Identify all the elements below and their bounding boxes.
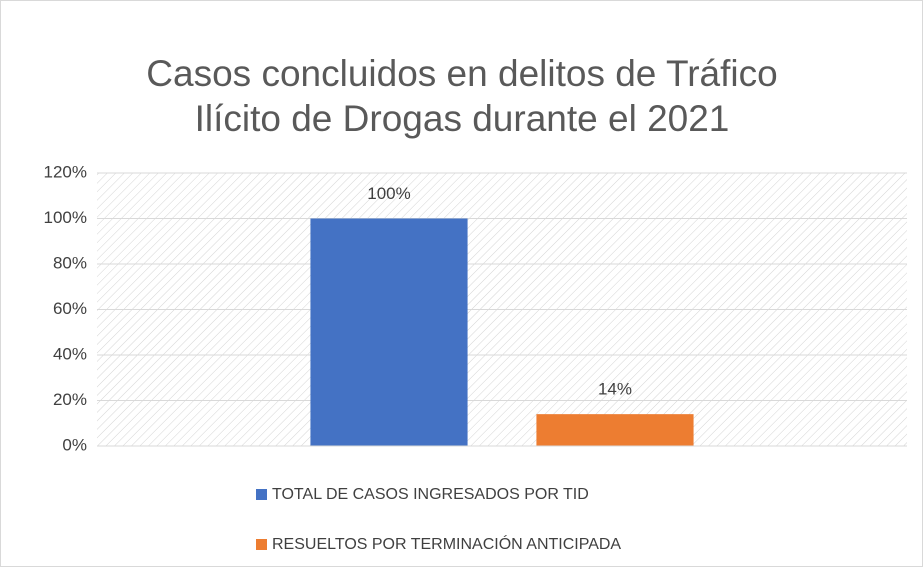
bar: [536, 414, 694, 446]
y-tick-label: 40%: [53, 344, 87, 363]
bar: [310, 218, 468, 446]
data-label: 14%: [598, 380, 632, 399]
y-tick-label: 80%: [53, 253, 87, 272]
legend-swatch: [256, 539, 267, 550]
y-tick-label: 0%: [62, 435, 87, 454]
y-tick-label: 20%: [53, 390, 87, 409]
legend-label: TOTAL DE CASOS INGRESADOS POR TID: [272, 486, 589, 503]
legend-swatch: [256, 489, 267, 500]
chart-title: Ilícito de Drogas durante el 2021: [195, 98, 730, 139]
data-label: 100%: [367, 184, 410, 203]
chart-title: Casos concluidos en delitos de Tráfico: [146, 53, 777, 94]
y-tick-label: 120%: [44, 162, 87, 181]
y-tick-label: 100%: [44, 208, 87, 227]
y-tick-label: 60%: [53, 299, 87, 318]
legend-label: RESUELTOS POR TERMINACIÓN ANTICIPADA: [272, 534, 621, 553]
